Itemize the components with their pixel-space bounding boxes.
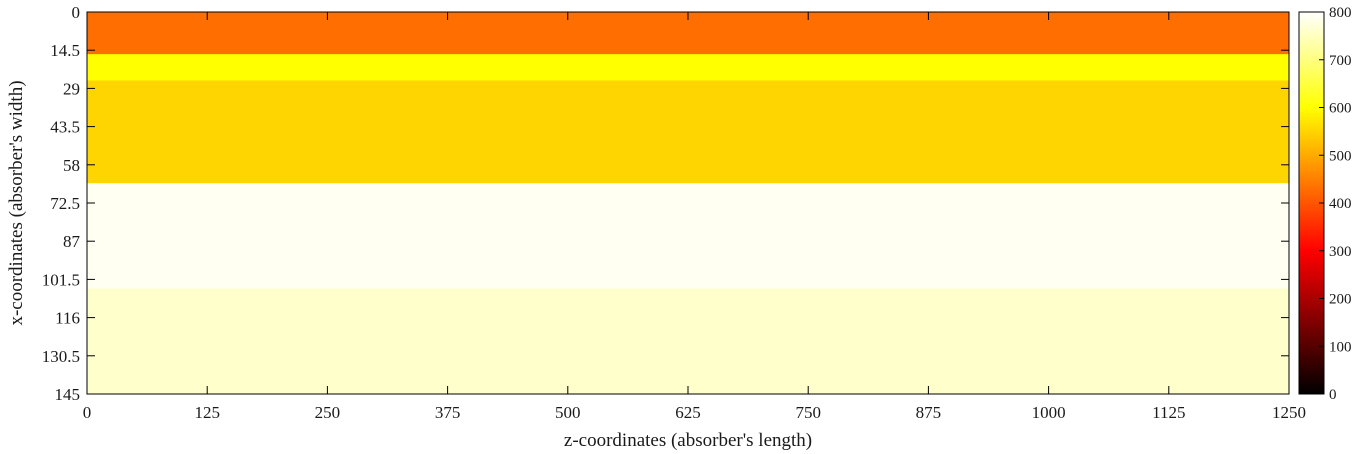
y-axis-ticks: 0 14.5 29 43.5 58 72.5 87 101.5 116 130.5 145 bbox=[42, 3, 1289, 404]
y-tick-label: 72.5 bbox=[50, 194, 80, 213]
x-tick-label: 500 bbox=[555, 403, 581, 422]
colorbar-tick-label: 200 bbox=[1329, 292, 1352, 308]
colorbar-ticks: 0 100 200 300 400 500 600 700 800 bbox=[1319, 5, 1352, 403]
x-tick-label: 375 bbox=[435, 403, 461, 422]
x-tick-label: 125 bbox=[194, 403, 220, 422]
y-tick-label: 0 bbox=[72, 3, 81, 22]
heatmap-band-1 bbox=[87, 54, 1289, 81]
y-tick-label: 87 bbox=[63, 232, 81, 251]
colorbar-tick-label: 800 bbox=[1329, 5, 1352, 21]
x-axis-label: z-coordinates (absorber's length) bbox=[564, 430, 812, 451]
y-tick-label: 43.5 bbox=[50, 118, 80, 137]
y-axis-label: x-coordinates (absorber's width) bbox=[6, 80, 27, 325]
heatmap-band-2 bbox=[87, 80, 1289, 184]
y-tick-label: 145 bbox=[55, 385, 81, 404]
y-tick-label: 130.5 bbox=[42, 347, 80, 366]
heatmap-band-4 bbox=[87, 288, 1289, 395]
colorbar-tick-label: 100 bbox=[1329, 339, 1352, 355]
colorbar-tick-label: 300 bbox=[1329, 244, 1352, 260]
heatmap-band-3 bbox=[87, 183, 1289, 290]
y-tick-label: 14.5 bbox=[50, 41, 80, 60]
x-axis-ticks: 0 125 250 375 500 625 750 875 1000 1125 1250 bbox=[83, 12, 1306, 422]
x-tick-label: 250 bbox=[315, 403, 341, 422]
colorbar-tick-label: 700 bbox=[1329, 53, 1352, 69]
y-tick-label: 116 bbox=[55, 309, 80, 328]
colorbar-tick-label: 600 bbox=[1329, 101, 1352, 117]
x-tick-label: 750 bbox=[795, 403, 821, 422]
heatmap-bands bbox=[87, 12, 1289, 395]
colorbar-tick-label: 0 bbox=[1329, 387, 1337, 403]
y-tick-label: 101.5 bbox=[42, 270, 80, 289]
x-tick-label: 0 bbox=[83, 403, 92, 422]
x-tick-label: 875 bbox=[916, 403, 942, 422]
x-tick-label: 625 bbox=[675, 403, 701, 422]
x-tick-label: 1250 bbox=[1272, 403, 1306, 422]
y-tick-label: 58 bbox=[63, 156, 80, 175]
colorbar-tick-label: 400 bbox=[1329, 196, 1352, 212]
x-tick-label: 1125 bbox=[1152, 403, 1185, 422]
colorbar-tick-label: 500 bbox=[1329, 148, 1352, 164]
y-tick-label: 29 bbox=[63, 79, 80, 98]
x-tick-label: 1000 bbox=[1032, 403, 1066, 422]
